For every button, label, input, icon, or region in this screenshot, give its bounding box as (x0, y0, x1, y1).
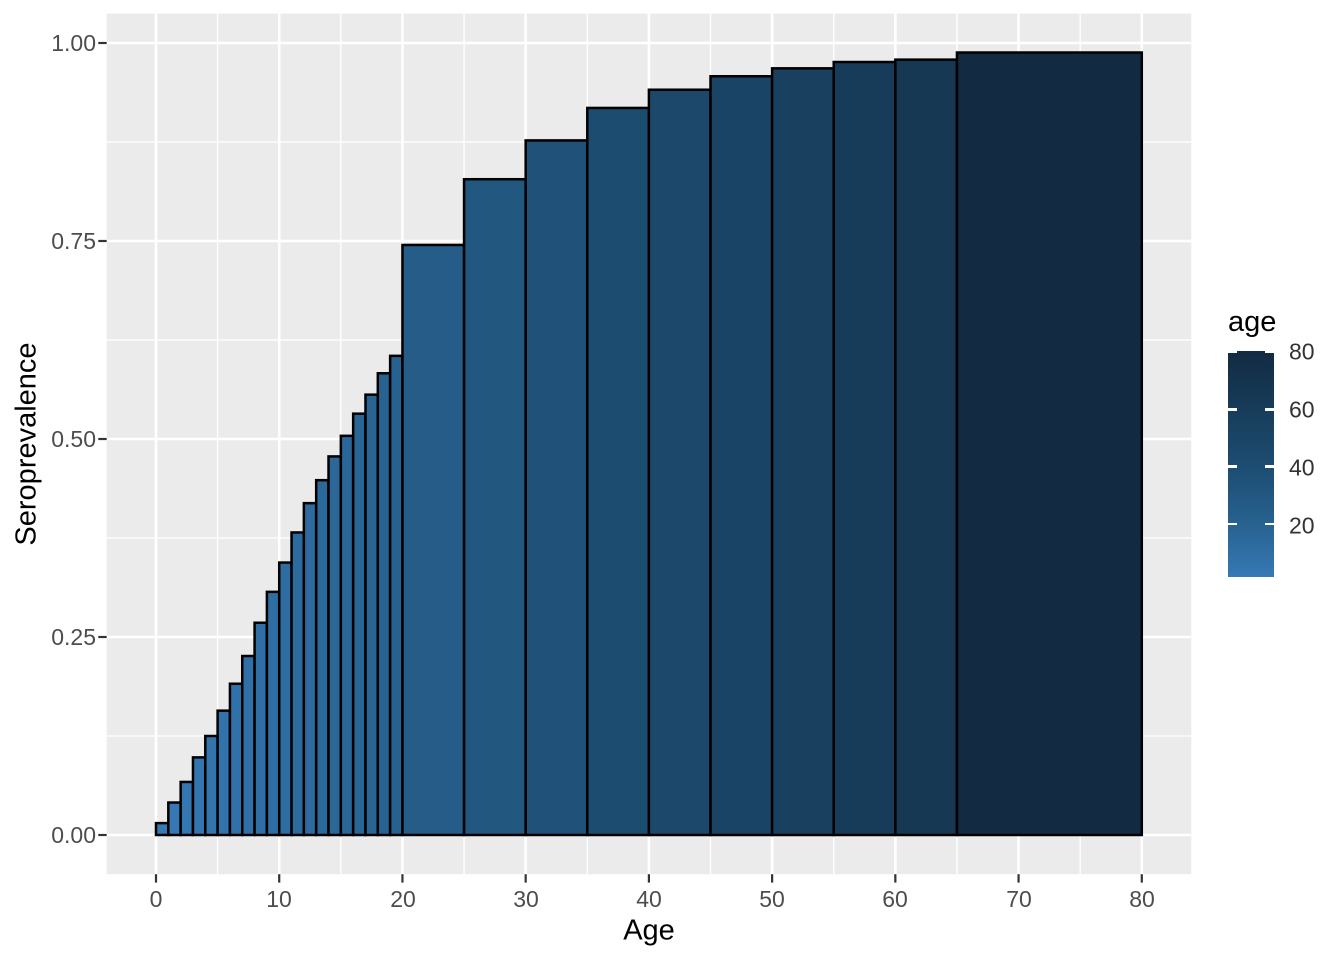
bar (462, 177, 527, 837)
bar (302, 501, 318, 837)
bar (586, 106, 651, 837)
colorbar-tick-mark (1265, 351, 1274, 354)
legend-colorbar (1228, 351, 1274, 577)
x-tick-label: 80 (1129, 886, 1155, 912)
bar (241, 654, 256, 837)
colorbar-tick-mark (1228, 522, 1237, 525)
y-axis-title: Seroprevalence (10, 342, 43, 546)
colorbar-tick-mark (1228, 351, 1237, 354)
bar (709, 75, 774, 837)
bar (339, 434, 355, 837)
y-tick-label: 1.00 (51, 30, 96, 56)
colorbar-tick-mark (1265, 522, 1274, 525)
bar (253, 621, 269, 837)
bar (167, 801, 182, 837)
legend-label: 60 (1289, 396, 1315, 423)
bar (204, 734, 219, 837)
x-tick-label: 0 (149, 886, 163, 912)
x-tick-label: 70 (1006, 886, 1032, 912)
bar (894, 58, 959, 837)
x-tick-label: 10 (266, 886, 292, 912)
bar (955, 51, 1144, 837)
y-tick-label: 0.75 (51, 228, 96, 254)
bar (327, 455, 343, 837)
bar (290, 531, 306, 837)
bar (351, 412, 367, 837)
bar (154, 821, 170, 837)
bar (647, 88, 712, 837)
bar (388, 354, 404, 837)
x-tick-label: 20 (390, 886, 416, 912)
y-tick-label: 0.50 (51, 426, 96, 452)
bar (277, 561, 293, 837)
colorbar-tick-mark (1265, 408, 1274, 411)
legend-label: 20 (1289, 512, 1315, 539)
x-tick-label: 30 (513, 886, 539, 912)
x-tick-label: 50 (759, 886, 785, 912)
legend-label: 40 (1289, 454, 1315, 481)
x-tick-label: 60 (882, 886, 908, 912)
bar (376, 372, 392, 837)
y-tick-label: 0.25 (51, 624, 96, 650)
bar (216, 709, 232, 837)
bar (228, 682, 244, 837)
legend-title: age (1228, 306, 1277, 338)
bar (770, 67, 835, 837)
y-tick-label: 0.00 (51, 822, 96, 848)
bar (314, 478, 330, 837)
x-axis-title: Age (623, 914, 675, 947)
bar (364, 393, 380, 837)
bar (401, 243, 466, 837)
x-tick-label: 40 (636, 886, 662, 912)
bar (265, 590, 281, 837)
bar (179, 780, 195, 837)
bar (191, 756, 207, 837)
bar (524, 139, 589, 837)
legend-label: 80 (1289, 338, 1315, 365)
colorbar-tick-mark (1228, 408, 1237, 411)
colorbar-tick-mark (1228, 465, 1237, 468)
bar (832, 60, 897, 837)
colorbar-tick-mark (1265, 465, 1274, 468)
